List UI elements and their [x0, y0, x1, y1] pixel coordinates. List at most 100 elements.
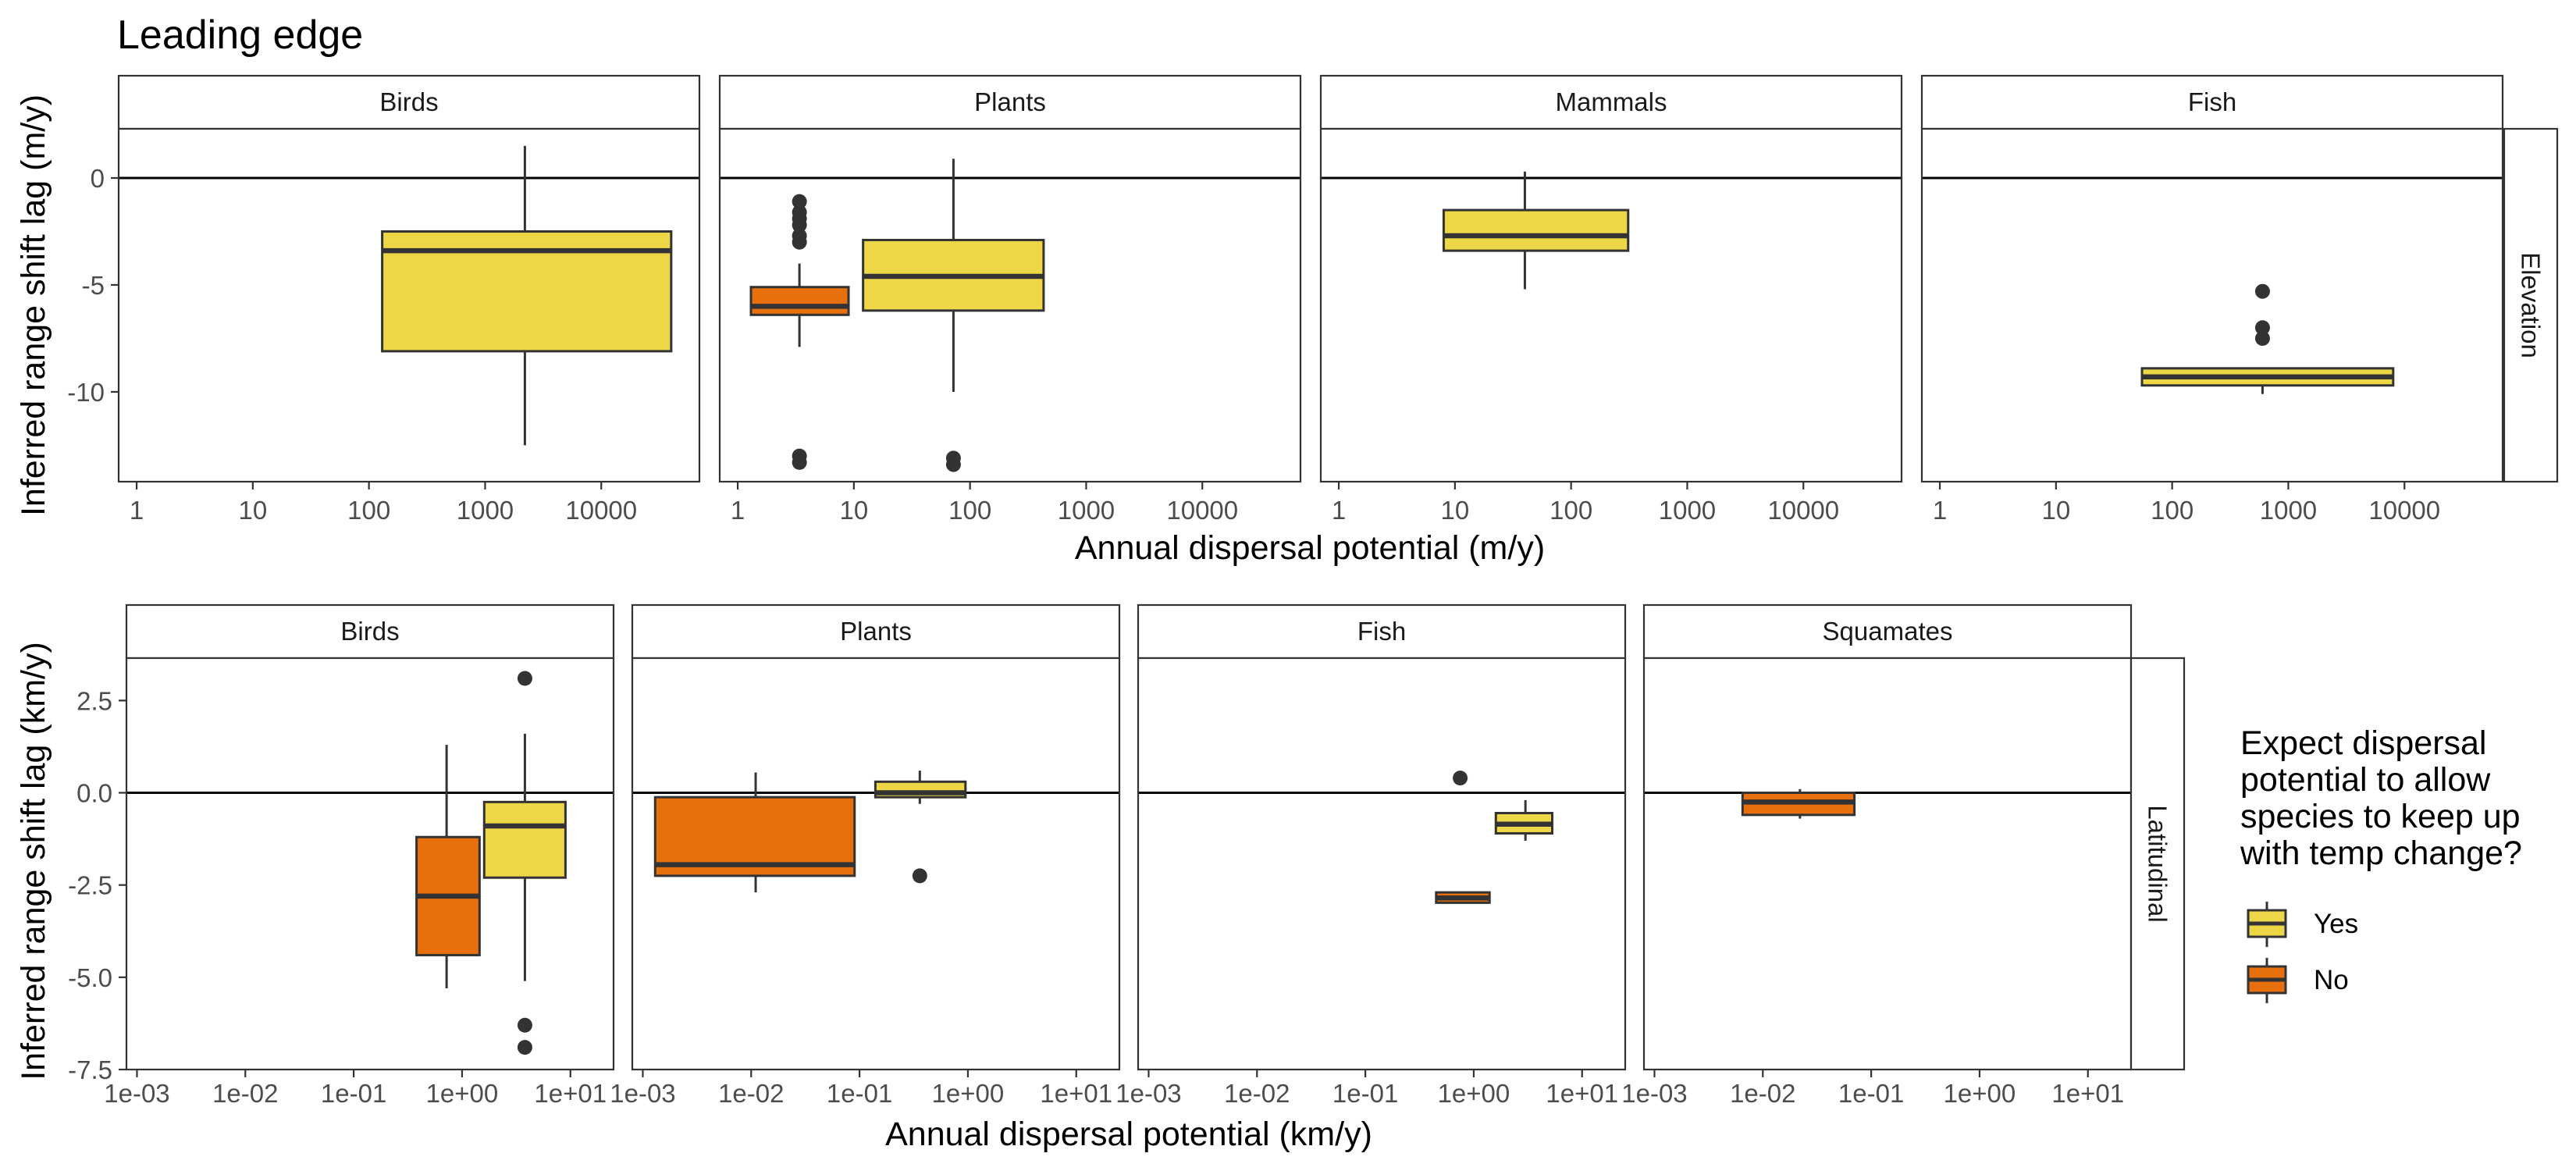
box-iqr	[1442, 208, 1630, 252]
legend-title-line: Expect dispersal	[2240, 724, 2487, 762]
facet-panel: Squamates 1e-03 1e-02 1e-01 1e+00 1e+01	[1621, 603, 2133, 1108]
facet-row-0: Birds 1 10 100 1000 10000 0 -5 -10 Plants 1 10 100 10…	[15, 74, 2559, 567]
outlier-point	[1453, 771, 1468, 786]
panel-border	[718, 127, 1302, 483]
panel-background	[1922, 129, 2503, 482]
facet-strip	[1319, 74, 1903, 130]
y-tick-label: -5	[82, 271, 105, 300]
boxplot	[749, 194, 850, 470]
facet-strip-label: Fish	[1357, 617, 1406, 646]
x-tick-label: 10000	[2368, 496, 2440, 525]
panel-border	[631, 657, 1121, 1071]
x-tick-label: 1e+01	[534, 1079, 607, 1108]
y-axis-title: Inferred range shift lag (km/y)	[15, 642, 52, 1080]
x-tick-label: 10	[2041, 496, 2070, 525]
x-tick-label: 1e-01	[1332, 1079, 1398, 1108]
x-tick-label: 1e-02	[718, 1079, 784, 1108]
box-iqr	[749, 286, 850, 316]
x-tick-label: 1e-03	[610, 1079, 675, 1108]
box-iqr	[482, 800, 567, 879]
facet-panel: Plants 1 10 100 1000 10000	[718, 74, 1302, 525]
x-tick-label: 1e+01	[1546, 1079, 1618, 1108]
facet-strip	[117, 74, 701, 130]
x-tick-label: 1e+01	[1040, 1079, 1112, 1108]
outlier-point	[517, 1040, 532, 1055]
legend-item: No	[2244, 958, 2349, 1003]
x-tick-label: 1000	[1058, 496, 1115, 525]
x-tick-label: 1000	[1659, 496, 1716, 525]
boxplot	[381, 145, 673, 446]
panel-border	[117, 127, 701, 483]
facet-strip-label: Birds	[379, 87, 438, 116]
facet-panel: Fish 1e-03 1e-02 1e-01 1e+00 1e+01	[1115, 603, 1627, 1108]
x-tick-label: 1e-03	[104, 1079, 169, 1108]
x-tick-label: 1e-03	[1115, 1079, 1181, 1108]
panel-border	[1920, 127, 2504, 483]
row-strip-label: Latitudinal	[2144, 805, 2172, 922]
boxplot	[653, 772, 856, 893]
facet-strip-label: Plants	[974, 87, 1046, 116]
outlier-point	[517, 1017, 532, 1033]
row-strip	[2503, 127, 2559, 483]
boxplot	[482, 671, 567, 1055]
panel-background	[1138, 658, 1625, 1070]
row-strip	[2129, 657, 2186, 1071]
y-tick-label: -2.5	[68, 871, 112, 900]
boxplot	[1741, 788, 1856, 819]
x-tick-label: 1e-01	[1838, 1079, 1904, 1108]
x-tick-label: 10	[839, 496, 868, 525]
panel-background	[1321, 129, 1902, 482]
y-tick-label: 2.5	[76, 686, 112, 715]
outlier-point	[792, 217, 807, 233]
y-tick-label: 0	[91, 164, 105, 193]
outlier-point	[2254, 330, 2270, 346]
outlier-point	[945, 457, 961, 472]
x-axis-title: Annual dispersal potential (km/y)	[885, 1116, 1372, 1153]
outlier-point	[792, 454, 807, 470]
facet-panel: Mammals 1 10 100 1000 10000	[1319, 74, 1903, 525]
x-tick-label: 10	[1440, 496, 1469, 525]
x-tick-label: 1e-01	[321, 1079, 386, 1108]
y-tick-label: -5.0	[68, 963, 112, 992]
boxplot	[873, 771, 967, 884]
facet-panel: Fish 1 10 100 1000 10000	[1920, 74, 2504, 525]
x-tick-label: 1e-02	[1730, 1079, 1795, 1108]
outlier-point	[912, 868, 927, 884]
outlier-point	[2254, 283, 2270, 299]
facet-strip	[1920, 74, 2504, 130]
facet-strip-label: Squamates	[1823, 617, 1953, 646]
x-tick-label: 1e-02	[1224, 1079, 1290, 1108]
facet-strip	[1137, 603, 1627, 660]
x-tick-label: 1	[731, 496, 745, 525]
x-tick-label: 1	[130, 496, 144, 525]
facet-strip-label: Birds	[340, 617, 399, 646]
y-tick-label: -10	[67, 378, 105, 407]
panel-border	[125, 657, 615, 1071]
facet-strip-label: Mammals	[1555, 87, 1667, 116]
row-strip-label: Elevation	[2517, 252, 2546, 358]
x-tick-label: 1e-02	[212, 1079, 278, 1108]
x-tick-label: 1e-01	[827, 1079, 892, 1108]
facet-strip	[125, 603, 615, 660]
facet-panel: Plants 1e-03 1e-02 1e-01 1e+00 1e+01	[610, 603, 1121, 1108]
outlier-point	[792, 194, 807, 209]
x-tick-label: 1	[1933, 496, 1947, 525]
x-tick-label: 100	[1550, 496, 1592, 525]
x-tick-label: 10000	[1767, 496, 1839, 525]
legend-item: Yes	[2244, 902, 2358, 947]
panel-background	[1644, 658, 2131, 1070]
x-tick-label: 1e+00	[1438, 1079, 1510, 1108]
y-tick-label: -7.5	[68, 1055, 112, 1084]
facet-panel: Birds 1e-03 1e-02 1e-01 1e+00 1e+01 2.5 0.0 -2.5…	[68, 603, 615, 1108]
boxplot	[1494, 799, 1553, 841]
legend-item-label: No	[2314, 965, 2349, 995]
outlier-point	[517, 671, 532, 686]
y-tick-label: 0.0	[76, 779, 112, 808]
facet-strip	[631, 603, 1121, 660]
facet-strip-label: Fish	[2188, 87, 2236, 116]
boxplot	[862, 158, 1045, 472]
facet-strip	[718, 74, 1302, 130]
outlier-point	[792, 234, 807, 250]
